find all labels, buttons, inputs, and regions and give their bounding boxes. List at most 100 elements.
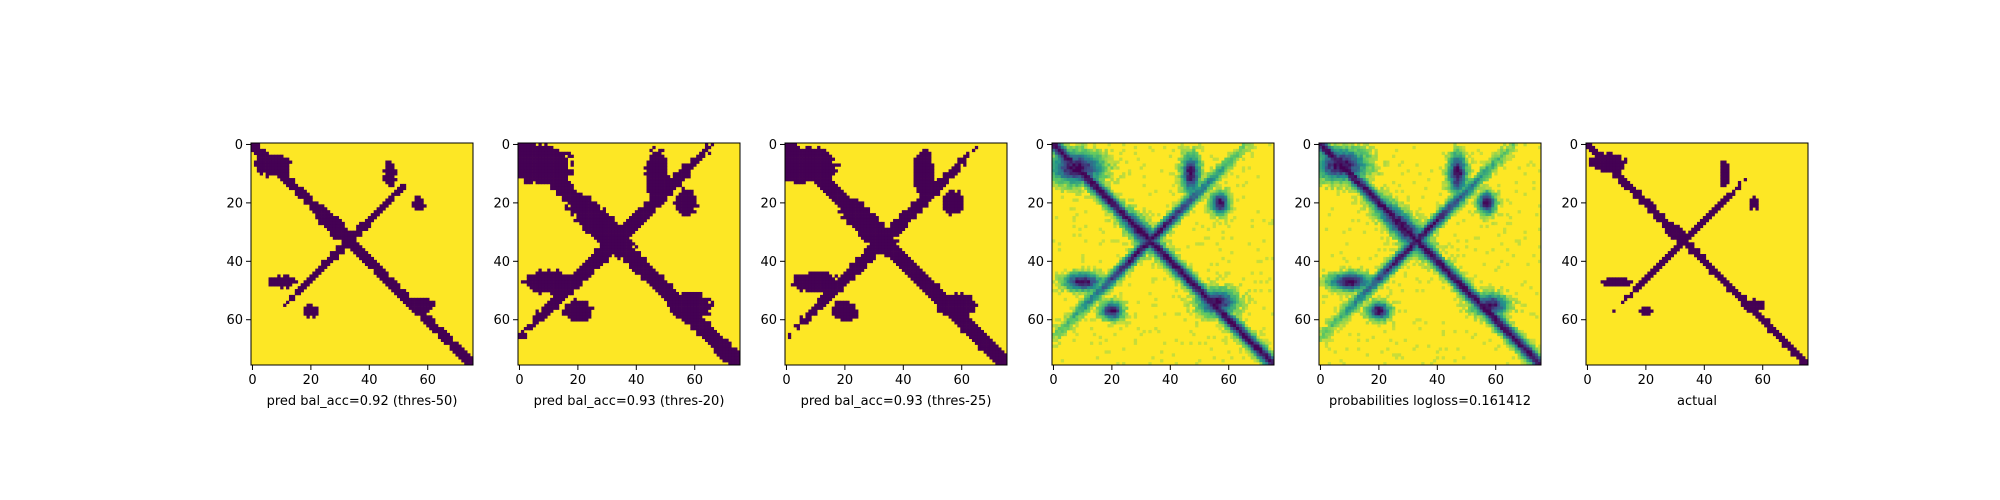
heatmap-cell [843,216,847,220]
heatmap-cell [420,300,424,305]
x-axis-label: pred bal_acc=0.92 (thres-50) [267,394,458,409]
heatmap-cell [1192,274,1196,278]
heatmap-cell [1092,286,1097,290]
y-tick-label: 20 [226,196,243,211]
heatmap-cell [713,332,717,337]
heatmap-cell [684,166,688,170]
heatmap-cell [1136,230,1140,234]
heatmap-cell [544,271,548,275]
heatmap-cell [675,178,680,182]
heatmap-cell [362,256,366,261]
heatmap-cell [582,271,586,275]
heatmap-cell [846,315,850,319]
heatmap-cell [860,213,865,217]
heatmap-cell [805,154,809,158]
heatmap-cell [288,283,293,287]
heatmap-cell [693,327,697,331]
heatmap-cell [1215,283,1219,287]
heatmap-cell [1063,183,1067,188]
heatmap-cell [420,318,424,322]
heatmap-cell [576,213,580,217]
heatmap-cell [538,163,542,167]
heatmap-cell [1227,259,1231,264]
heatmap-cell [913,183,917,188]
heatmap-cell [567,180,571,185]
heatmap-cell [1072,154,1076,158]
heatmap-cell [1174,268,1178,272]
heatmap-cell [437,329,442,334]
heatmap-cell [646,169,650,173]
heatmap-cell [1075,280,1079,284]
heatmap-cell [432,321,436,325]
heatmap-cell [872,236,876,240]
heatmap-cell [922,163,926,167]
heatmap-cell [649,283,653,287]
heatmap-cell [1177,262,1181,267]
heatmap-cell [1057,286,1062,290]
heatmap-cell [1247,145,1251,150]
heatmap-cell [669,297,674,302]
heatmap-cell [869,256,873,261]
heatmap-cell [860,265,865,269]
heatmap-cell [684,318,688,322]
heatmap-cell [963,163,967,167]
heatmap-cell [1160,265,1164,269]
heatmap-cell [553,178,557,182]
heatmap-cell [1054,172,1059,176]
heatmap-cell [449,335,453,340]
heatmap-cell [669,306,674,310]
heatmap-cell [731,353,735,357]
heatmap-cell [649,213,653,217]
heatmap-cell [814,160,818,164]
heatmap-cell [684,201,688,205]
heatmap-cell [1052,143,1056,147]
heatmap-cell [928,286,932,290]
heatmap-cell [793,166,798,170]
heatmap-cell [588,256,592,261]
heatmap-cell [901,210,906,214]
heatmap-cell [564,303,569,307]
heatmap-cell [820,294,824,299]
heatmap-cell [399,297,404,302]
heatmap-cell [969,309,973,313]
heatmap-cell [869,227,873,231]
heatmap-cell [1177,166,1181,170]
heatmap-cell [423,309,427,313]
heatmap-cell [1192,178,1196,182]
heatmap-cell [898,265,903,269]
heatmap-cell [678,192,682,196]
heatmap-cell [359,251,363,255]
x-axis-label: pred bal_acc=0.93 (thres-20) [534,394,725,409]
heatmap-cell [1125,254,1129,258]
heatmap-cell [1203,186,1208,191]
heatmap-cell [1072,268,1076,272]
heatmap-cell [329,213,334,217]
heatmap-cell [1215,157,1219,161]
heatmap-cell [1122,262,1126,267]
heatmap-cell [687,201,691,205]
heatmap-cell [567,312,571,316]
heatmap-cell [655,180,659,185]
heatmap-cell [834,291,838,296]
heatmap-cell [1125,248,1129,252]
heatmap-cell [1183,283,1187,287]
heatmap-cell [1069,160,1073,164]
heatmap-cell [629,259,633,264]
heatmap-cell [1104,163,1108,167]
heatmap-cell [699,306,703,310]
heatmap-cell [855,218,859,223]
heatmap-cell [332,224,337,229]
heatmap-cell [579,201,583,205]
heatmap-cell [564,192,569,196]
heatmap-cell [1189,201,1193,205]
heatmap-cell [1195,280,1199,284]
heatmap-cell [831,183,836,188]
heatmap-cell [1072,175,1076,179]
heatmap-cell [599,254,604,258]
heatmap-cell [1168,172,1173,176]
heatmap-cell [640,271,644,275]
heatmap-cell [1133,259,1138,264]
heatmap-cell [1203,210,1208,214]
heatmap-cell [547,268,551,272]
heatmap-cell [790,172,795,176]
